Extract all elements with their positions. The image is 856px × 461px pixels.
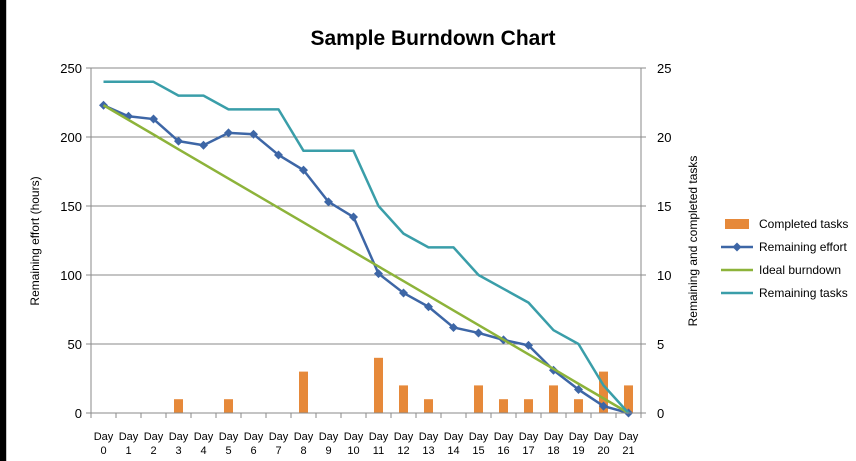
y-axis-label-right: Remaining and completed tasks — [686, 156, 700, 327]
gridlines — [91, 67, 641, 345]
point-remaining-effort — [399, 288, 408, 298]
x-tick-label: Day 17 — [519, 431, 539, 457]
x-tick-label: Day 3 — [169, 431, 189, 457]
y-tick-label-right: 5 — [657, 337, 664, 352]
point-remaining-effort — [249, 129, 258, 139]
bar-completed-tasks — [599, 371, 608, 413]
y-tick-label-right: 10 — [657, 268, 671, 283]
line-remaining-tasks — [103, 80, 630, 414]
bar-completed-tasks — [374, 357, 383, 413]
point-remaining-effort — [574, 385, 583, 395]
x-tick-label: Day 20 — [594, 431, 614, 457]
y-tick-label-right: 25 — [657, 61, 671, 76]
y-tick-label-left: 0 — [75, 406, 82, 421]
y-tick-label-right: 15 — [657, 199, 671, 214]
point-remaining-effort — [224, 128, 233, 138]
y-tick-label-left: 100 — [60, 268, 82, 283]
point-remaining-effort — [424, 302, 433, 312]
chart-title: Sample Burndown Chart — [310, 27, 555, 50]
legend-label-completed-tasks: Completed tasks — [759, 217, 848, 231]
bar-completed-tasks — [499, 399, 508, 413]
y-tick-label-left: 150 — [60, 199, 82, 214]
y-tick-label-right: 20 — [657, 130, 671, 145]
y-axis-label-left: Remaining effort (hours) — [28, 176, 42, 305]
line-remaining-effort — [102, 104, 629, 415]
legend-swatch-completed-tasks — [725, 219, 749, 229]
x-tick-label: Day 15 — [469, 431, 489, 457]
point-remaining-effort — [324, 197, 333, 207]
point-remaining-effort — [474, 328, 483, 338]
bar-completed-tasks — [474, 385, 483, 413]
y-tick-label-left: 50 — [68, 337, 82, 352]
x-tick-label: Day 2 — [144, 431, 164, 457]
y-tick-label-left: 200 — [60, 130, 82, 145]
legend: Completed tasks Remaining effort Ideal bur… — [721, 217, 848, 300]
x-tick-label: Day 5 — [219, 431, 239, 457]
x-tick-label: Day 19 — [569, 431, 589, 457]
bar-completed-tasks — [299, 371, 308, 413]
burndown-chart: Sample Burndown Chart 0 50 100 150 200 250 0 5 1… — [28, 27, 848, 457]
x-tick-label: Day 10 — [344, 431, 364, 457]
legend-label-remaining-tasks: Remaining tasks — [759, 286, 848, 300]
bar-completed-tasks — [574, 399, 583, 413]
point-remaining-effort — [349, 212, 358, 222]
bar-series — [174, 357, 633, 413]
point-remaining-effort — [174, 136, 183, 146]
x-tick-label: Day 13 — [419, 431, 439, 457]
x-tick-label: Day 9 — [319, 431, 339, 457]
bar-completed-tasks — [624, 385, 633, 413]
x-tick-label: Day 6 — [244, 431, 264, 457]
x-tick-label: Day 8 — [294, 431, 314, 457]
x-tick-label: Day 18 — [544, 431, 564, 457]
x-tick-label: Day 4 — [194, 431, 214, 457]
point-remaining-effort — [524, 340, 533, 350]
point-remaining-effort — [374, 269, 383, 279]
x-tick-label: Day 12 — [394, 431, 414, 457]
chart-panel: Sample Burndown Chart 0 50 100 150 200 250 0 5 1… — [6, 0, 856, 461]
point-remaining-effort — [274, 150, 283, 160]
legend-label-ideal-burndown: Ideal burndown — [759, 263, 841, 277]
line-series — [99, 80, 633, 418]
x-tick-label: Day 0 — [94, 431, 114, 457]
point-remaining-effort — [599, 401, 608, 411]
line-ideal-burndown — [102, 104, 630, 415]
bar-completed-tasks — [174, 399, 183, 413]
x-tick-label: Day 7 — [269, 431, 289, 457]
bar-completed-tasks — [524, 399, 533, 413]
point-remaining-effort — [149, 114, 158, 124]
bar-completed-tasks — [424, 399, 433, 413]
bar-completed-tasks — [399, 385, 408, 413]
y-tick-label-right: 0 — [657, 406, 664, 421]
legend-marker-remaining-effort — [732, 242, 742, 252]
point-remaining-effort — [449, 322, 458, 332]
x-tick-label: Day 21 — [619, 431, 639, 457]
point-remaining-effort — [299, 165, 308, 175]
x-tick-label: Day 16 — [494, 431, 514, 457]
x-tick-label: Day 14 — [444, 431, 464, 457]
y-tick-label-left: 250 — [60, 61, 82, 76]
x-tick-label: Day 11 — [369, 431, 389, 457]
bar-completed-tasks — [224, 399, 233, 413]
bar-completed-tasks — [549, 385, 558, 413]
legend-label-remaining-effort: Remaining effort — [759, 240, 847, 254]
point-remaining-effort — [199, 140, 208, 150]
x-tick-label: Day 1 — [119, 431, 139, 457]
